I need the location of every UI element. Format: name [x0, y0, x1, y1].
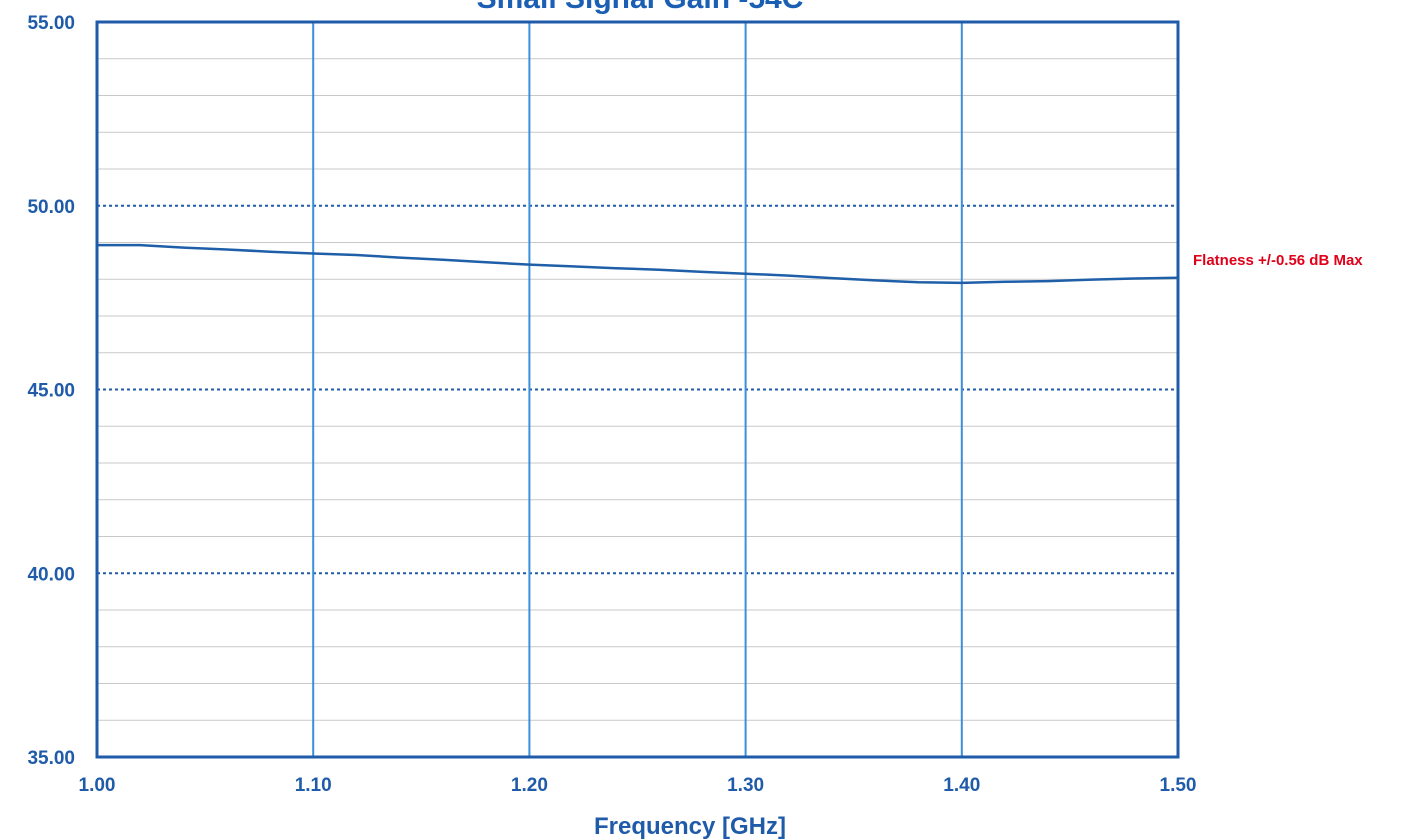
- x-tick-labels: 1.00 1.10 1.20 1.30 1.40 1.50: [79, 775, 1197, 796]
- y-tick-label: 40.00: [27, 564, 75, 585]
- minor-gridlines: [97, 58, 1178, 721]
- y-tick-label: 55.00: [27, 13, 75, 34]
- series-layer: [97, 243, 1179, 285]
- major-gridlines: [97, 22, 1178, 757]
- y-tick-label: 50.00: [27, 197, 75, 218]
- x-tick-label: 1.40: [943, 775, 980, 796]
- x-tick-label: 1.50: [1160, 775, 1197, 796]
- x-tick-label: 1.00: [79, 775, 116, 796]
- y-tick-labels: 35.00 40.00 45.00 50.00 55.00: [27, 13, 75, 769]
- x-tick-label: 1.10: [295, 775, 332, 796]
- y-tick-label: 35.00: [27, 748, 75, 769]
- x-tick-label: 1.30: [727, 775, 764, 796]
- chart-title: Small Signal Gain -54C: [477, 0, 804, 15]
- plot-frame: [95, 20, 1180, 759]
- x-tick-label: 1.20: [511, 775, 548, 796]
- y-tick-label: 45.00: [27, 381, 75, 402]
- x-axis-title: Frequency [GHz]: [594, 813, 786, 840]
- series-line: [97, 243, 1179, 285]
- flatness-annotation: Flatness +/-0.56 dB Max: [1193, 252, 1363, 269]
